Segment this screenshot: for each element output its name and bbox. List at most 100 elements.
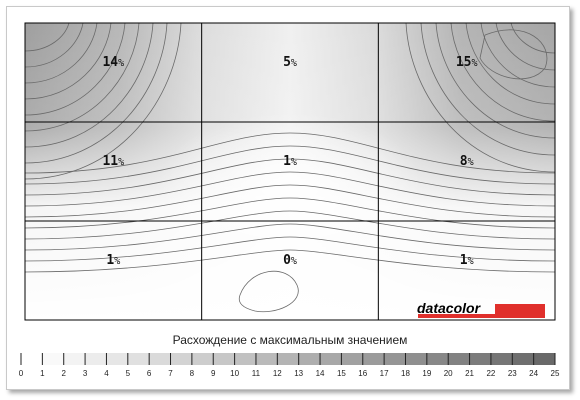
scale-tick-label: 20 <box>444 369 453 378</box>
scale-swatch <box>255 353 278 365</box>
uniformity-chart: 14% 5% 15% 11% 1% 8% 1% 0% 1% datacolor Расхожде… <box>19 22 560 378</box>
scale-swatch <box>127 353 150 365</box>
scale-tick-label: 12 <box>273 369 282 378</box>
plot-area <box>25 23 555 320</box>
cell-value-label: 5% <box>283 55 297 70</box>
scale-tick-label: 1 <box>40 369 45 378</box>
scale-tick-label: 16 <box>358 369 367 378</box>
contour-line <box>480 23 555 88</box>
scale-tick-label: 3 <box>83 369 88 378</box>
color-scale: 0 1 2 3 4 5 6 7 8 9 10 11 12 13 14 15 16 17 18 19 20 21 22 23 24… <box>19 353 560 378</box>
scale-tick-label: 11 <box>252 369 261 378</box>
contour-line <box>25 23 98 84</box>
scale-tick-label: 24 <box>529 369 538 378</box>
scale-tick-label: 9 <box>211 369 216 378</box>
scale-swatch <box>426 353 449 365</box>
contour-line <box>25 23 70 52</box>
scale-swatch <box>42 353 64 365</box>
contour-line <box>420 23 555 156</box>
contour-line <box>25 158 555 196</box>
contour-line <box>25 249 555 273</box>
scale-tick-label: 5 <box>126 369 131 378</box>
datacolor-logo: datacolor <box>417 300 545 318</box>
cell-value-label: 0% <box>283 253 297 268</box>
cell-value-label: 1% <box>283 154 297 169</box>
brand-block <box>495 304 545 314</box>
contour-line <box>479 29 548 80</box>
contour-line <box>25 223 555 251</box>
scale-swatch <box>362 353 385 365</box>
scale-tick-label: 6 <box>147 369 152 378</box>
scale-swatch <box>490 353 513 365</box>
zone-grid <box>24 22 556 321</box>
contour-line <box>25 184 555 218</box>
scale-swatch <box>341 353 363 365</box>
cell-labels: 14% 5% 15% 11% 1% 8% 1% 0% 1% <box>102 55 477 268</box>
scale-tick-label: 18 <box>401 369 410 378</box>
scale-swatch <box>277 353 299 365</box>
scale-tick-label: 25 <box>551 369 560 378</box>
contour-line <box>25 132 555 174</box>
scale-swatch <box>533 353 555 365</box>
contour-line <box>25 23 168 164</box>
legend-title: Расхождение с максимальным значением <box>173 333 408 347</box>
contour-line <box>405 23 555 173</box>
scale-swatch <box>384 353 406 365</box>
contour-line <box>495 23 555 71</box>
cell-value-label: 1% <box>460 253 474 268</box>
scale-swatch <box>234 353 256 365</box>
scale-swatch <box>405 353 427 365</box>
scale-tick-label: 21 <box>465 369 474 378</box>
brand-bar <box>418 314 545 318</box>
plot-border <box>24 22 556 321</box>
scale-swatch <box>448 353 470 365</box>
contour-lines <box>25 23 555 313</box>
scale-tick-label: 22 <box>486 369 495 378</box>
scale-tick-label: 19 <box>422 369 431 378</box>
contour-line <box>25 23 182 180</box>
scale-tick-label: 17 <box>380 369 389 378</box>
cell-value-label: 11% <box>102 154 124 169</box>
contour-line <box>510 23 555 54</box>
contour-line <box>25 210 555 240</box>
scale-swatch <box>320 353 342 365</box>
contour-line <box>25 236 555 262</box>
contour-line <box>435 23 555 139</box>
scale-tick-label: 2 <box>61 369 66 378</box>
scale-swatch <box>85 353 107 365</box>
scale-swatch <box>106 353 128 365</box>
scale-swatch <box>191 353 214 365</box>
scale-swatch <box>298 353 321 365</box>
scale-swatch <box>469 353 491 365</box>
cell-value-label: 14% <box>102 55 124 70</box>
contour-line <box>25 23 112 100</box>
contour-line <box>25 23 140 132</box>
scale-tick-label: 0 <box>19 369 24 378</box>
scale-tick-label: 23 <box>508 369 517 378</box>
scale-tick-label: 15 <box>337 369 346 378</box>
scale-tick-label: 13 <box>294 369 303 378</box>
contour-line <box>450 23 555 122</box>
scale-swatch <box>213 353 235 365</box>
scale-tick-label: 7 <box>168 369 173 378</box>
contour-line <box>25 23 126 116</box>
scale-tick-label: 8 <box>190 369 195 378</box>
cell-value-label: 15% <box>456 55 478 70</box>
scale-swatch <box>21 353 43 365</box>
scale-swatch <box>170 353 192 365</box>
contour-line <box>465 23 555 105</box>
contour-line <box>25 23 84 68</box>
contour-line <box>25 171 555 207</box>
scale-tick-label: 4 <box>104 369 109 378</box>
contour-line <box>25 23 154 148</box>
cell-value-label: 1% <box>106 253 120 268</box>
scale-tick-label: 14 <box>316 369 325 378</box>
scale-swatch <box>149 353 171 365</box>
scale-swatch <box>63 353 86 365</box>
contour-line <box>25 145 555 185</box>
scale-tick-label: 10 <box>230 369 239 378</box>
scale-swatch <box>512 353 534 365</box>
chart-frame: 14% 5% 15% 11% 1% 8% 1% 0% 1% datacolor Расхожде… <box>6 6 570 390</box>
brand-text: datacolor <box>417 300 482 316</box>
contour-line <box>238 270 299 313</box>
